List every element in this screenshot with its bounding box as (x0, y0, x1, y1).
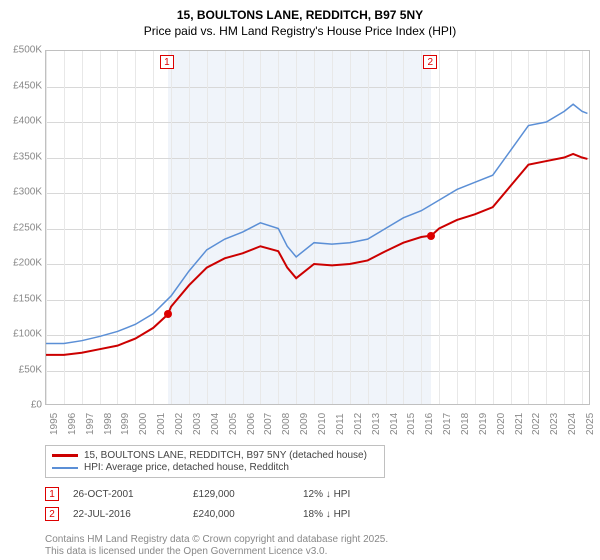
sale-delta: 12% ↓ HPI (303, 489, 350, 500)
x-tick-label: 1997 (85, 413, 96, 435)
legend-swatch (52, 467, 78, 469)
sale-marker-box: 1 (45, 487, 59, 501)
legend-swatch (52, 454, 78, 457)
sale-table-row: 2 22-JUL-2016£240,00018% ↓ HPI (45, 507, 350, 521)
y-tick-label: £300K (2, 187, 42, 198)
x-tick-label: 2000 (138, 413, 149, 435)
x-tick-label: 1996 (67, 413, 78, 435)
chart-subtitle: Price paid vs. HM Land Registry's House … (0, 24, 600, 38)
y-tick-label: £500K (2, 45, 42, 56)
chart-title: 15, BOULTONS LANE, REDDITCH, B97 5NY (0, 8, 600, 22)
y-tick-label: £100K (2, 329, 42, 340)
x-tick-label: 2021 (514, 413, 525, 435)
sale-date: 26-OCT-2001 (73, 489, 193, 500)
y-tick-label: £350K (2, 151, 42, 162)
sale-marker-dot (164, 310, 172, 318)
y-tick-label: £150K (2, 293, 42, 304)
chart-title-block: 15, BOULTONS LANE, REDDITCH, B97 5NY Pri… (0, 0, 600, 38)
x-tick-label: 2014 (389, 413, 400, 435)
x-tick-label: 2005 (228, 413, 239, 435)
x-tick-label: 2018 (460, 413, 471, 435)
y-tick-label: £450K (2, 80, 42, 91)
chart-lines-svg (46, 51, 589, 404)
sale-table-row: 1 26-OCT-2001£129,00012% ↓ HPI (45, 487, 350, 501)
legend-label: 15, BOULTONS LANE, REDDITCH, B97 5NY (de… (84, 450, 367, 461)
sale-marker-box: 2 (45, 507, 59, 521)
sale-price: £240,000 (193, 509, 303, 520)
x-tick-label: 2008 (281, 413, 292, 435)
x-tick-label: 2010 (317, 413, 328, 435)
x-tick-label: 2012 (353, 413, 364, 435)
y-tick-label: £200K (2, 258, 42, 269)
x-tick-label: 2003 (192, 413, 203, 435)
x-tick-label: 2019 (478, 413, 489, 435)
x-tick-label: 2023 (549, 413, 560, 435)
y-tick-label: £0 (2, 400, 42, 411)
legend-row: 15, BOULTONS LANE, REDDITCH, B97 5NY (de… (52, 450, 378, 461)
y-tick-label: £400K (2, 116, 42, 127)
y-tick-label: £250K (2, 222, 42, 233)
x-tick-label: 2024 (567, 413, 578, 435)
x-tick-label: 2002 (174, 413, 185, 435)
x-tick-label: 2025 (585, 413, 596, 435)
attribution-line1: Contains HM Land Registry data © Crown c… (45, 534, 388, 545)
x-tick-label: 2020 (496, 413, 507, 435)
legend-label: HPI: Average price, detached house, Redd… (84, 462, 289, 473)
x-tick-label: 2013 (371, 413, 382, 435)
y-tick-label: £50K (2, 364, 42, 375)
attribution-line2: This data is licensed under the Open Gov… (45, 546, 327, 557)
x-tick-label: 2007 (263, 413, 274, 435)
x-tick-label: 2015 (406, 413, 417, 435)
sale-marker-box: 1 (160, 55, 174, 69)
x-tick-label: 1999 (120, 413, 131, 435)
x-tick-label: 2017 (442, 413, 453, 435)
x-tick-label: 1995 (49, 413, 60, 435)
legend-row: HPI: Average price, detached house, Redd… (52, 462, 378, 473)
sale-date: 22-JUL-2016 (73, 509, 193, 520)
x-tick-label: 2011 (335, 413, 346, 435)
sale-price: £129,000 (193, 489, 303, 500)
x-tick-label: 1998 (103, 413, 114, 435)
x-tick-label: 2006 (246, 413, 257, 435)
sale-marker-box: 2 (423, 55, 437, 69)
x-tick-label: 2009 (299, 413, 310, 435)
sale-marker-dot (427, 232, 435, 240)
legend: 15, BOULTONS LANE, REDDITCH, B97 5NY (de… (45, 445, 385, 478)
x-tick-label: 2001 (156, 413, 167, 435)
x-tick-label: 2016 (424, 413, 435, 435)
x-tick-label: 2022 (531, 413, 542, 435)
series-line (46, 104, 587, 343)
chart-plot-area (45, 50, 590, 405)
x-tick-label: 2004 (210, 413, 221, 435)
series-line (46, 154, 587, 355)
sale-delta: 18% ↓ HPI (303, 509, 350, 520)
